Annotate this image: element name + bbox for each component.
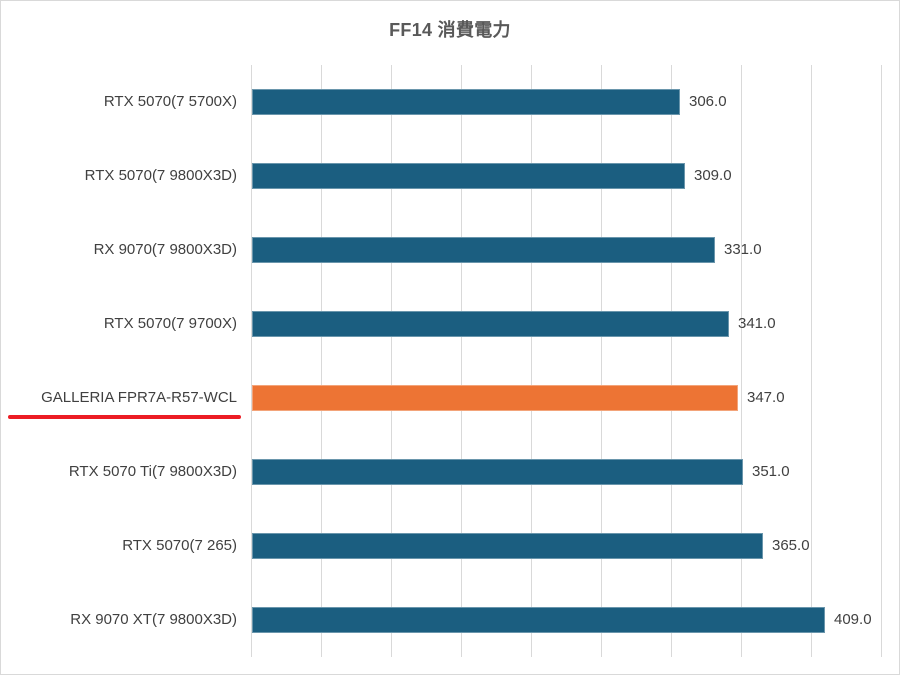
bar (252, 89, 680, 115)
gridline (321, 65, 322, 657)
category-label: RTX 5070(7 9700X) (103, 315, 237, 332)
category-label: GALLERIA FPR7A-R57-WCL (41, 389, 237, 406)
gridline (251, 65, 252, 657)
bar (252, 163, 685, 189)
gridline (531, 65, 532, 657)
gridline (741, 65, 742, 657)
category-label: RX 9070(7 9800X3D) (93, 241, 237, 258)
chart-title: FF14 消費電力 (389, 20, 511, 40)
gridline (671, 65, 672, 657)
category-label: RTX 5070(7 9800X3D) (84, 167, 237, 184)
category-label: RTX 5070(7 5700X) (103, 93, 237, 110)
category-label: RX 9070 XT(7 9800X3D) (70, 611, 237, 628)
bar (252, 311, 729, 337)
gridline (881, 65, 882, 657)
gridline (601, 65, 602, 657)
data-label: 347.0 (747, 389, 785, 406)
data-label: 331.0 (724, 241, 762, 258)
bar (252, 607, 825, 633)
highlight-underline (8, 415, 241, 419)
gridline (391, 65, 392, 657)
data-label: 306.0 (689, 93, 727, 110)
category-label: RTX 5070(7 265) (122, 537, 237, 554)
highlight-bar (252, 385, 738, 411)
gridline (811, 65, 812, 657)
data-label: 365.0 (772, 537, 810, 554)
bar (252, 459, 743, 485)
data-label: 351.0 (752, 463, 790, 480)
plot-area (251, 65, 882, 657)
data-label: 309.0 (694, 167, 732, 184)
bar (252, 237, 715, 263)
data-label: 341.0 (738, 315, 776, 332)
data-label: 409.0 (834, 611, 872, 628)
bar (252, 533, 763, 559)
category-label: RTX 5070 Ti(7 9800X3D) (68, 463, 237, 480)
gridline (461, 65, 462, 657)
